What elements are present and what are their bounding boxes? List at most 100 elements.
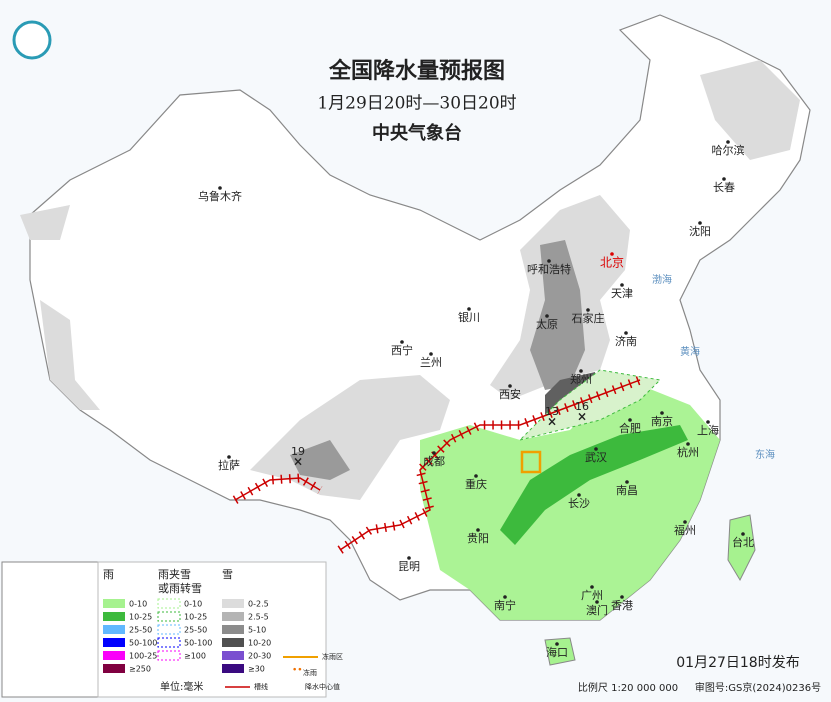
legend-label: ≥100 [184, 652, 206, 661]
city-label: 长春 [713, 181, 735, 194]
legend-swatch [222, 651, 244, 660]
city-label: 澳门 [586, 603, 608, 617]
city-dot [467, 307, 471, 311]
city-label: 银川 [458, 310, 480, 324]
city-label: 长沙 [568, 497, 590, 510]
city-dot [625, 480, 629, 484]
city-dot [594, 447, 598, 451]
sea-label: 东海 [755, 448, 775, 461]
city-label: 天津 [611, 287, 633, 300]
snow-area [530, 240, 585, 390]
city-dot [683, 520, 687, 524]
city-dot [503, 595, 507, 599]
city-label: 太原 [536, 318, 558, 331]
center-mark: × [293, 455, 303, 469]
city-dot [620, 595, 624, 599]
city-dot [590, 585, 594, 589]
city-label: 杭州 [677, 445, 699, 459]
legend-swatch [157, 624, 181, 635]
legend-label: 10-20 [248, 639, 271, 648]
city-label: 昆明 [398, 560, 420, 573]
center-mark: × [577, 410, 587, 424]
city-dot [686, 442, 690, 446]
legend-swatch [222, 612, 244, 621]
legend-swatch [103, 664, 125, 673]
city-label: 石家庄 [572, 311, 605, 325]
legend-title: 雪 [222, 568, 233, 581]
legend-label: 50-100 [184, 639, 212, 648]
legend-label: 25-50 [129, 626, 152, 635]
center-value: 19 [291, 445, 305, 458]
city-label: 济南 [615, 334, 637, 348]
legend-title: 雨 [103, 568, 114, 581]
snow-area [700, 60, 800, 160]
trough-lines [232, 375, 642, 554]
legend-swatch [222, 638, 244, 647]
taiwan [727, 514, 756, 582]
city-dot [660, 411, 664, 415]
legend-label: 槽线 [254, 682, 268, 691]
legend-label: 0-10 [184, 600, 202, 609]
city-dot [624, 331, 628, 335]
city-dot [620, 283, 624, 287]
legend-label: 100-250 [129, 652, 162, 661]
city-dot [698, 221, 702, 225]
city-label: 重庆 [465, 477, 487, 491]
city-dot [595, 600, 599, 604]
city-dot [741, 532, 745, 536]
city-label: 哈尔滨 [712, 143, 745, 157]
city-label: 成都 [423, 455, 445, 468]
legend-label: 0-2.5 [248, 600, 269, 609]
city-dot [547, 259, 551, 263]
city-dot [407, 556, 411, 560]
city-dot [429, 352, 433, 356]
legend-label: 50-100 [129, 639, 157, 648]
legend-swatch [103, 599, 125, 608]
city-label: 贵阳 [467, 532, 489, 545]
legend-label: 2.5-5 [248, 613, 269, 622]
legend-label: 0-10 [129, 600, 147, 609]
city-label: 乌鲁木齐 [198, 189, 242, 203]
legend-label: 10-25 [129, 613, 152, 622]
city-label: 南宁 [494, 598, 516, 612]
city-dot [577, 493, 581, 497]
inset-map [1, 561, 99, 698]
sea-label: 黄海 [680, 345, 700, 358]
sea-label: 渤海 [652, 273, 672, 286]
legend-label: 冻雨 [303, 668, 317, 677]
city-label: 合肥 [619, 421, 641, 435]
city-dot [476, 528, 480, 532]
legend-swatch [157, 611, 181, 622]
legend-title: 或雨转雪 [158, 581, 202, 595]
legend-label: 20-30 [248, 652, 271, 661]
rain-area [500, 425, 688, 545]
legend-label: ≥30 [248, 665, 265, 674]
city-label: 武汉 [585, 451, 607, 464]
city-dot [555, 642, 559, 646]
trough-line [339, 379, 641, 551]
city-dot [545, 314, 549, 318]
legend-swatch [103, 625, 125, 634]
legend-label: 冻雨区 [322, 652, 343, 661]
city-dot [706, 420, 710, 424]
city-dot [722, 177, 726, 181]
city-label: 兰州 [420, 356, 442, 369]
issued: 01月27日18时发布 [676, 655, 799, 671]
city-label: 郑州 [570, 372, 592, 386]
legend-swatch [103, 612, 125, 621]
legend-label: 5-10 [248, 626, 266, 635]
subtitle: 1月29日20时—30日20时 [317, 94, 516, 114]
legend-title: 雨夹雪 [158, 568, 191, 581]
city-dot [726, 140, 730, 144]
city-dot [579, 369, 583, 373]
city-label: 海口 [546, 645, 568, 659]
legend-swatch [157, 637, 181, 648]
legend-swatch [222, 599, 244, 608]
legend-label: 降水中心值 [305, 682, 340, 691]
city-dot [610, 252, 614, 256]
city-label: 南昌 [616, 484, 638, 497]
legend-swatch [222, 664, 244, 673]
city-label: 广州 [581, 589, 603, 602]
